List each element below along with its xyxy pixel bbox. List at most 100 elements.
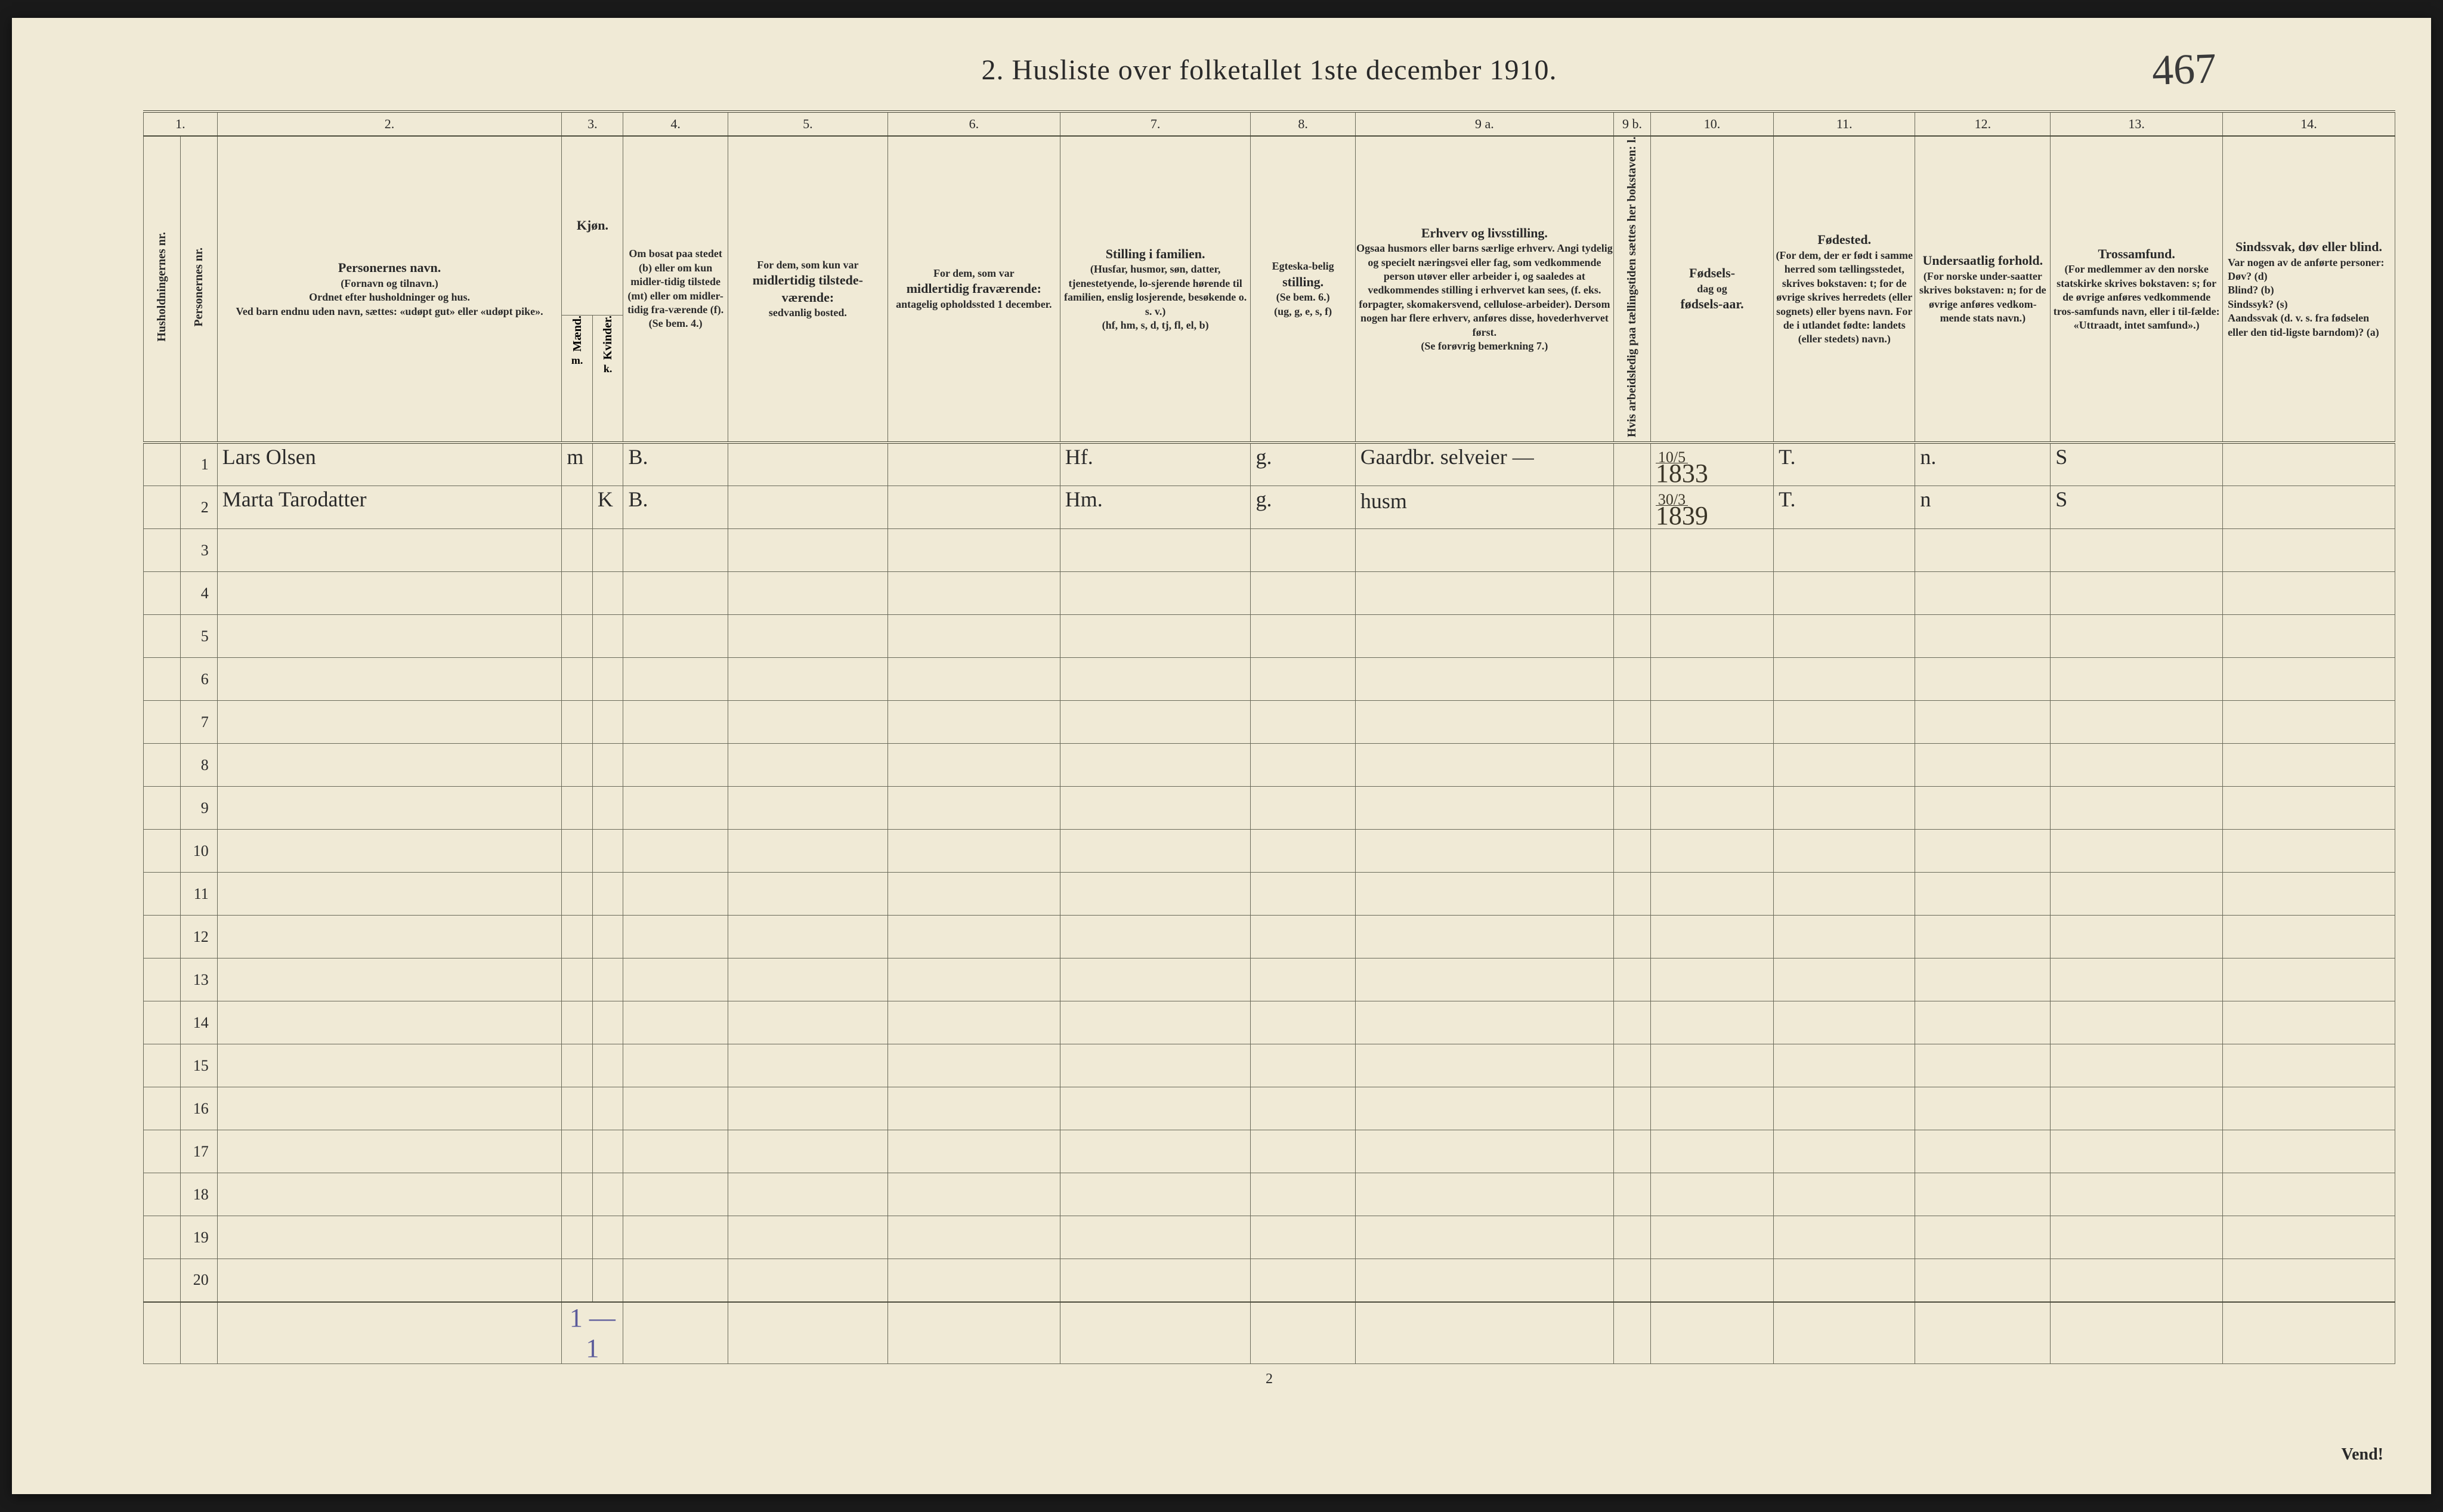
cell-empty bbox=[1251, 1044, 1355, 1087]
cell-person-nr: 17 bbox=[180, 1130, 217, 1173]
cell bbox=[2051, 1302, 2223, 1364]
col-number: 14. bbox=[2223, 112, 2395, 136]
cell-empty bbox=[1355, 873, 1613, 916]
cell-empty bbox=[217, 1259, 562, 1302]
header-person-nr: Personernes nr. bbox=[180, 136, 217, 443]
cell-empty bbox=[1650, 572, 1773, 615]
cell-empty bbox=[1650, 615, 1773, 658]
cell-undersaatlig: n. bbox=[1915, 443, 2051, 486]
cell-hushold-nr bbox=[144, 443, 181, 486]
header-navn: Personernes navn. (Fornavn og tilnavn.) … bbox=[217, 136, 562, 443]
cell-empty bbox=[1614, 1044, 1651, 1087]
cell-empty bbox=[728, 615, 887, 658]
cell-empty bbox=[217, 1044, 562, 1087]
cell-empty bbox=[1355, 744, 1613, 787]
header-egteskab: Egteska-belig stilling. (Se bem. 6.) (ug… bbox=[1251, 136, 1355, 443]
cell-person-nr: 8 bbox=[180, 744, 217, 787]
cell-empty bbox=[217, 830, 562, 873]
cell-empty bbox=[1060, 1216, 1251, 1259]
cell-empty bbox=[562, 572, 593, 615]
cell-hushold-nr bbox=[144, 1087, 181, 1130]
cell-name: Marta Tarodatter bbox=[217, 486, 562, 529]
cell-empty bbox=[728, 529, 887, 572]
cell-empty bbox=[562, 916, 593, 958]
cell-empty bbox=[217, 873, 562, 916]
vend-label: Vend! bbox=[2341, 1445, 2383, 1464]
cell-empty bbox=[592, 1259, 623, 1302]
cell-empty bbox=[217, 529, 562, 572]
cell-empty bbox=[1915, 615, 2051, 658]
cell-empty bbox=[1060, 1044, 1251, 1087]
col-number: 11. bbox=[1774, 112, 1915, 136]
cell-empty bbox=[1060, 744, 1251, 787]
cell-fodsels: 30/31839 bbox=[1650, 486, 1773, 529]
cell-empty bbox=[1915, 529, 2051, 572]
cell-empty bbox=[1355, 1173, 1613, 1216]
cell-empty bbox=[562, 787, 593, 830]
cell-empty bbox=[592, 1087, 623, 1130]
cell-empty bbox=[2223, 873, 2395, 916]
col-number: 12. bbox=[1915, 112, 2051, 136]
cell-empty bbox=[728, 787, 887, 830]
cell-empty bbox=[1614, 615, 1651, 658]
cell-empty bbox=[2051, 1087, 2223, 1130]
cell-hushold-nr bbox=[144, 1173, 181, 1216]
cell-empty bbox=[1355, 787, 1613, 830]
cell-empty bbox=[1614, 572, 1651, 615]
header-husholdning-nr: Husholdningernes nr. bbox=[144, 136, 181, 443]
cell-empty bbox=[217, 572, 562, 615]
header-stilling-familie: Stilling i familien. (Husfar, husmor, sø… bbox=[1060, 136, 1251, 443]
cell-empty bbox=[1774, 916, 1915, 958]
cell-empty bbox=[623, 529, 728, 572]
table-row: 1Lars OlsenmB.Hf.g.Gaardbr. selveier —10… bbox=[144, 443, 2395, 486]
cell-empty bbox=[1650, 1259, 1773, 1302]
cell-empty bbox=[623, 1259, 728, 1302]
cell-erhverv: Gaardbr. selveier — bbox=[1355, 443, 1613, 486]
col-number: 13. bbox=[2051, 112, 2223, 136]
cell-empty bbox=[592, 830, 623, 873]
header-maend: Mænd.m. bbox=[562, 315, 593, 443]
cell-person-nr: 1 bbox=[180, 443, 217, 486]
cell-empty bbox=[623, 787, 728, 830]
header-undersaatlig: Undersaatlig forhold. (For norske under-… bbox=[1915, 136, 2051, 443]
cell-empty bbox=[592, 529, 623, 572]
cell bbox=[728, 1302, 887, 1364]
cell-empty bbox=[728, 1173, 887, 1216]
cell-empty bbox=[2223, 615, 2395, 658]
cell-empty bbox=[1614, 787, 1651, 830]
cell-empty bbox=[2223, 572, 2395, 615]
cell-empty bbox=[2051, 529, 2223, 572]
cell bbox=[1915, 1302, 2051, 1364]
cell-stilling: Hf. bbox=[1060, 443, 1251, 486]
cell-empty bbox=[1355, 701, 1613, 744]
cell-empty bbox=[2051, 1001, 2223, 1044]
cell-empty bbox=[217, 701, 562, 744]
cell bbox=[1060, 1302, 1251, 1364]
cell-empty bbox=[1915, 701, 2051, 744]
cell-empty bbox=[1614, 1087, 1651, 1130]
cell-empty bbox=[1060, 1259, 1251, 1302]
table-row: 11 bbox=[144, 873, 2395, 916]
table-row: 13 bbox=[144, 958, 2395, 1001]
cell-empty bbox=[1774, 958, 1915, 1001]
cell-empty bbox=[1915, 1001, 2051, 1044]
cell-empty bbox=[1774, 1173, 1915, 1216]
cell-tally: 1 — 1 bbox=[562, 1302, 623, 1364]
col-number: 9 a. bbox=[1355, 112, 1613, 136]
cell-empty bbox=[562, 1087, 593, 1130]
cell-empty bbox=[623, 701, 728, 744]
cell-empty bbox=[1251, 744, 1355, 787]
col-number: 3. bbox=[562, 112, 623, 136]
cell-empty bbox=[1774, 572, 1915, 615]
table-row: 2Marta TarodatterKB.Hm.g.husm30/31839T.n… bbox=[144, 486, 2395, 529]
cell-empty bbox=[1251, 1087, 1355, 1130]
cell-empty bbox=[592, 1130, 623, 1173]
cell-empty bbox=[887, 873, 1060, 916]
table-row: 16 bbox=[144, 1087, 2395, 1130]
header-bosat: Om bosat paa stedet (b) eller om kun mid… bbox=[623, 136, 728, 443]
cell-empty bbox=[1251, 529, 1355, 572]
cell-person-nr: 7 bbox=[180, 701, 217, 744]
cell bbox=[623, 1302, 728, 1364]
cell bbox=[1355, 1302, 1613, 1364]
cell-empty bbox=[1251, 1130, 1355, 1173]
